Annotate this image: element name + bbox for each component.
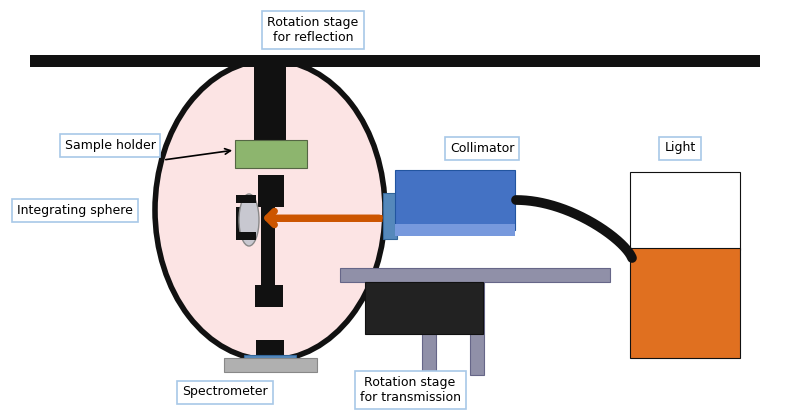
FancyBboxPatch shape xyxy=(224,358,317,372)
Ellipse shape xyxy=(239,194,259,246)
FancyBboxPatch shape xyxy=(630,248,740,358)
FancyBboxPatch shape xyxy=(340,268,610,282)
FancyBboxPatch shape xyxy=(256,340,284,362)
FancyBboxPatch shape xyxy=(236,207,249,235)
FancyBboxPatch shape xyxy=(470,275,484,375)
Text: Collimator: Collimator xyxy=(449,141,514,154)
FancyBboxPatch shape xyxy=(236,195,256,203)
FancyBboxPatch shape xyxy=(395,170,515,230)
FancyBboxPatch shape xyxy=(258,175,284,207)
Text: Spectrometer: Spectrometer xyxy=(182,386,268,398)
FancyBboxPatch shape xyxy=(383,193,397,239)
FancyBboxPatch shape xyxy=(395,224,515,236)
FancyBboxPatch shape xyxy=(255,285,283,307)
Ellipse shape xyxy=(155,60,385,360)
Text: Rotation stage
for reflection: Rotation stage for reflection xyxy=(267,16,358,44)
FancyBboxPatch shape xyxy=(236,232,256,240)
FancyBboxPatch shape xyxy=(254,55,286,145)
FancyBboxPatch shape xyxy=(261,185,275,285)
FancyBboxPatch shape xyxy=(365,282,483,334)
Text: Rotation stage
for transmission: Rotation stage for transmission xyxy=(359,376,461,404)
Text: Integrating sphere: Integrating sphere xyxy=(17,204,133,216)
FancyBboxPatch shape xyxy=(630,172,740,250)
FancyBboxPatch shape xyxy=(30,55,760,67)
Text: Sample holder: Sample holder xyxy=(65,138,156,152)
FancyBboxPatch shape xyxy=(235,140,307,168)
FancyBboxPatch shape xyxy=(422,275,436,375)
FancyBboxPatch shape xyxy=(244,355,296,369)
Text: Light: Light xyxy=(664,141,696,154)
